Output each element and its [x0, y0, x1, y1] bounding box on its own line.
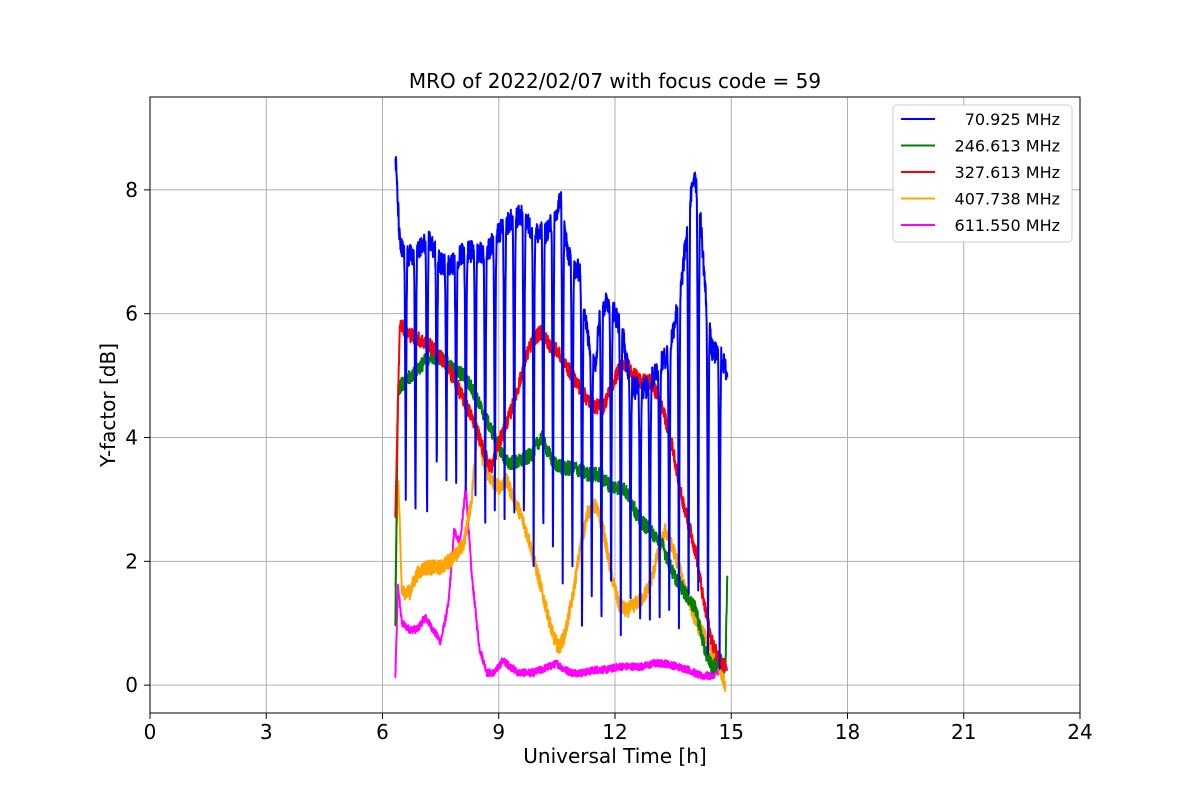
x-tick-label: 9	[492, 720, 505, 744]
x-tick-label: 0	[144, 720, 157, 744]
legend-label: 407.738 MHz	[955, 190, 1060, 209]
x-tick-label: 24	[1067, 720, 1092, 744]
y-tick-label: 6	[125, 302, 138, 326]
x-axis-label: Universal Time [h]	[523, 744, 706, 768]
y-axis-label: Y-factor [dB]	[96, 343, 120, 468]
y-tick-label: 4	[125, 426, 138, 450]
y-axis: 0 2 4 6 8	[125, 178, 150, 697]
legend-box	[892, 104, 1073, 243]
legend-label: 246.613 MHz	[955, 137, 1060, 156]
y-tick-label: 0	[125, 673, 138, 697]
x-tick-label: 15	[719, 720, 744, 744]
series-line-1	[394, 156, 729, 670]
series-lines	[394, 156, 729, 692]
grid	[150, 97, 1080, 713]
series-line-5	[394, 485, 729, 681]
legend: 70.925 MHz 246.613 MHz 327.613 MHz 407.738 …	[892, 104, 1073, 243]
chart-title: MRO of 2022/02/07 with focus code = 59	[409, 69, 821, 93]
x-tick-label: 21	[951, 720, 976, 744]
legend-label: 70.925 MHz	[965, 110, 1060, 129]
x-tick-label: 3	[260, 720, 273, 744]
x-tick-label: 12	[602, 720, 627, 744]
y-tick-label: 8	[125, 178, 138, 202]
x-tick-label: 6	[376, 720, 389, 744]
x-tick-label: 18	[835, 720, 860, 744]
x-axis: 0 3 6 9 12 15 18 21 24	[144, 713, 1093, 744]
y-tick-label: 2	[125, 549, 138, 573]
legend-label: 327.613 MHz	[955, 163, 1060, 182]
legend-label: 611.550 MHz	[955, 216, 1060, 235]
